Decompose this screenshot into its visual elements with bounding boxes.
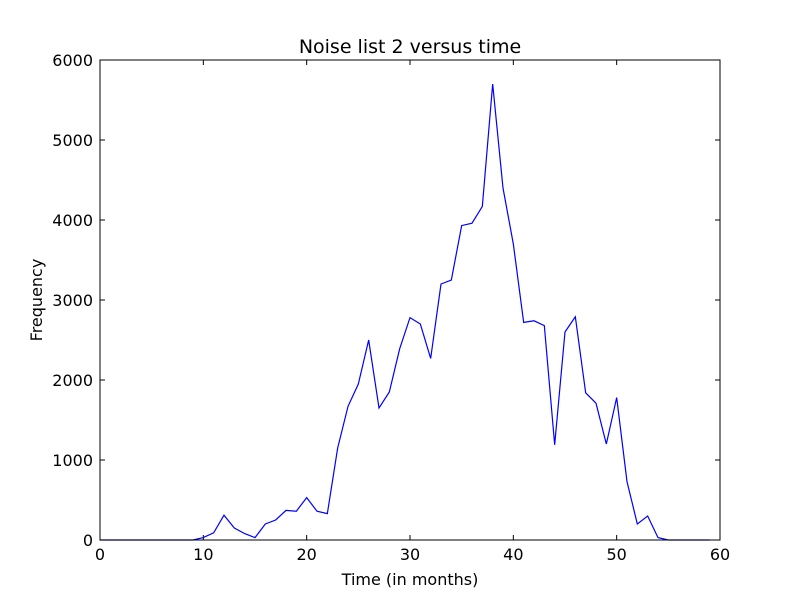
- x-tick-label: 50: [606, 545, 626, 564]
- y-tick-label: 2000: [52, 371, 93, 390]
- y-tick-label: 5000: [52, 131, 93, 150]
- chart-title: Noise list 2 versus time: [299, 36, 521, 58]
- x-tick-label: 10: [193, 545, 213, 564]
- x-axis: 0 10 20 30 40 50 60: [95, 60, 730, 564]
- y-axis: 0 1000 2000 3000 4000 5000 6000: [52, 51, 720, 550]
- series-line: [100, 83, 710, 541]
- plot-frame: [99, 59, 721, 541]
- y-axis-label: Frequency: [27, 259, 46, 342]
- x-tick-label: 60: [710, 545, 730, 564]
- y-tick-label: 4000: [52, 211, 93, 230]
- x-axis-label: Time (in months): [341, 570, 479, 589]
- x-tick-label: 30: [400, 545, 420, 564]
- y-tick-label: 0: [83, 531, 93, 550]
- x-tick-label: 0: [95, 545, 105, 564]
- x-tick-label: 20: [296, 545, 316, 564]
- y-tick-label: 1000: [52, 451, 93, 470]
- x-tick-label: 40: [503, 545, 523, 564]
- y-tick-label: 3000: [52, 291, 93, 310]
- y-tick-label: 6000: [52, 51, 93, 70]
